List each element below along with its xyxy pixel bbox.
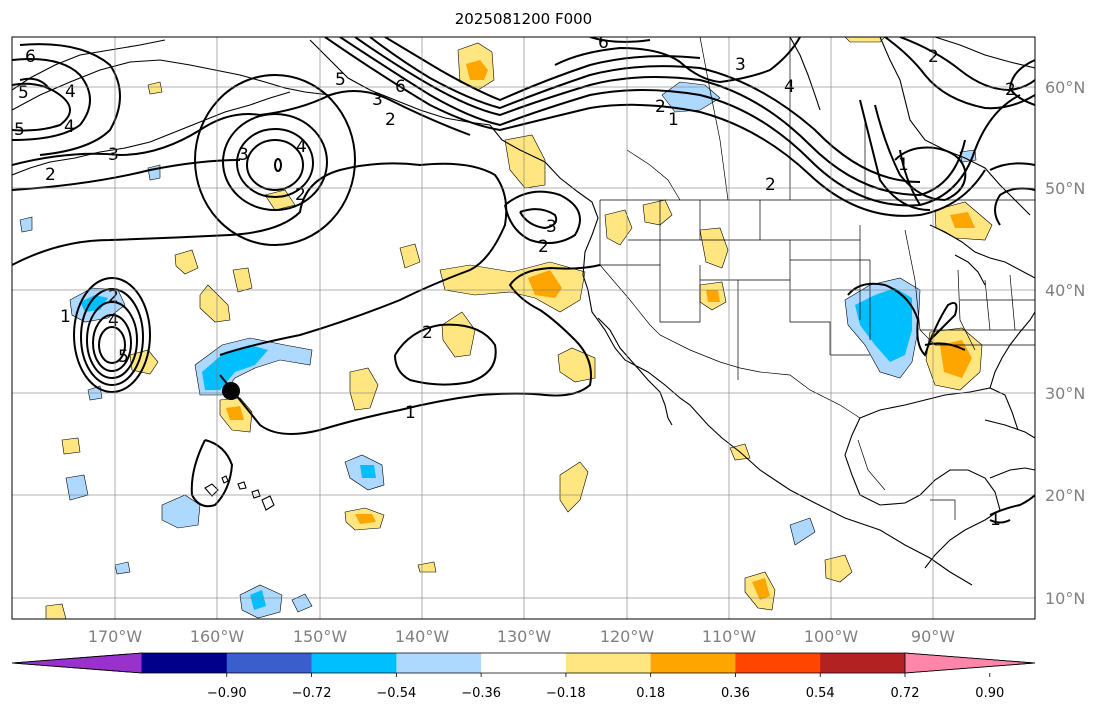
- colorbar-segment: [650, 653, 736, 673]
- contour-label: 1: [990, 510, 1001, 530]
- lon-label: 90°W: [911, 627, 955, 646]
- contour-label: 2: [928, 47, 939, 67]
- colorbar-labels: −0.90 −0.72 −0.54 −0.36 −0.18 0.18 0.36 0.54 0.7…: [207, 673, 1004, 701]
- colorbar-outline: [11, 652, 1036, 674]
- contour-label: 2: [765, 175, 776, 195]
- contour-label: 3: [108, 145, 119, 165]
- lat-label: 60°N: [1045, 78, 1085, 97]
- colorbar-extend-low: [11, 652, 143, 674]
- contour-label: 3: [372, 90, 383, 110]
- lon-label: 140°W: [395, 627, 450, 646]
- location-marker: [222, 382, 240, 400]
- contour-label: 5: [118, 347, 129, 367]
- lon-label: 150°W: [293, 627, 348, 646]
- lon-label: 120°W: [600, 627, 655, 646]
- contour-label: 5: [335, 70, 346, 90]
- contour-label: 3: [546, 217, 557, 237]
- colorbar-extend-high: [904, 652, 1036, 674]
- colorbar-segment: [311, 653, 397, 673]
- contour-label: 1: [668, 110, 679, 130]
- colorbar-segment: [396, 653, 482, 673]
- contour-label: 5: [14, 120, 25, 140]
- colorbar-segment: [142, 653, 228, 673]
- contour-label: 2: [385, 110, 396, 130]
- colorbar-segment: [565, 653, 652, 673]
- colorbar-tick-label: −0.90: [207, 686, 247, 701]
- latitude-labels: 60°N 50°N 40°N 30°N 20°N 10°N: [1045, 78, 1085, 608]
- height-contours: [12, 37, 1035, 524]
- colorbar-tick-label: 0.54: [806, 686, 835, 701]
- lon-label: 100°W: [804, 627, 859, 646]
- colorbar-tick-label: 0.36: [721, 686, 750, 701]
- colorbar: −0.90 −0.72 −0.54 −0.36 −0.18 0.18 0.36 0.54 0.7…: [11, 652, 1036, 701]
- map-frame: [11, 36, 1036, 620]
- lat-label: 10°N: [1045, 589, 1085, 608]
- contour-label: 4: [65, 82, 76, 102]
- lon-label: 170°W: [88, 627, 143, 646]
- colorbar-tick-label: 0.18: [636, 686, 665, 701]
- colorbar-tick-label: −0.18: [546, 686, 586, 701]
- contour-label: 2: [45, 165, 56, 185]
- contour-label: 4: [108, 311, 119, 331]
- colorbar-tick-label: 0.72: [891, 686, 920, 701]
- contour-label: 1: [405, 403, 416, 423]
- contour-label: 6: [598, 33, 609, 53]
- contour-label: 4: [64, 117, 75, 137]
- graticule: [12, 37, 1035, 619]
- colorbar-tick-label: −0.72: [292, 686, 332, 701]
- colorbar-segments: [11, 652, 1036, 674]
- political-borders: [599, 37, 1035, 520]
- lat-label: 30°N: [1045, 384, 1085, 403]
- contour-label: 2: [422, 323, 433, 343]
- colorbar-tick-label: −0.54: [376, 686, 416, 701]
- lon-label: 130°W: [497, 627, 552, 646]
- contour-label: 2: [655, 97, 666, 117]
- longitude-labels: 170°W 160°W 150°W 140°W 130°W 120°W 110°…: [88, 627, 955, 646]
- contour-label: 3: [735, 55, 746, 75]
- contour-label: 2: [295, 185, 306, 205]
- lat-label: 40°N: [1045, 281, 1085, 300]
- colorbar-tick-label: −0.36: [461, 686, 501, 701]
- contour-label: 1: [60, 307, 71, 327]
- contour-label: 3: [238, 145, 249, 165]
- colorbar-segment: [481, 653, 567, 673]
- lat-label: 50°N: [1045, 179, 1085, 198]
- colorbar-segment: [735, 653, 821, 673]
- map-title: 2025081200 F000: [454, 10, 593, 28]
- colorbar-segment: [820, 653, 906, 673]
- contour-label: 2: [1005, 80, 1016, 100]
- contour-label: 2: [108, 287, 119, 307]
- negative-anomaly-areas: [19, 81, 977, 619]
- contour-label: 6: [25, 47, 36, 67]
- contour-label: 4: [296, 137, 307, 157]
- lon-label: 110°W: [702, 627, 757, 646]
- colorbar-tick-label: 0.90: [975, 686, 1004, 701]
- contour-label: 2: [538, 237, 549, 257]
- contour-label: 5: [18, 83, 29, 103]
- positive-anomaly-areas: [45, 37, 993, 619]
- contour-label: 1: [898, 155, 909, 175]
- lat-label: 20°N: [1045, 486, 1085, 505]
- lon-label: 160°W: [190, 627, 245, 646]
- colorbar-segment: [226, 653, 313, 673]
